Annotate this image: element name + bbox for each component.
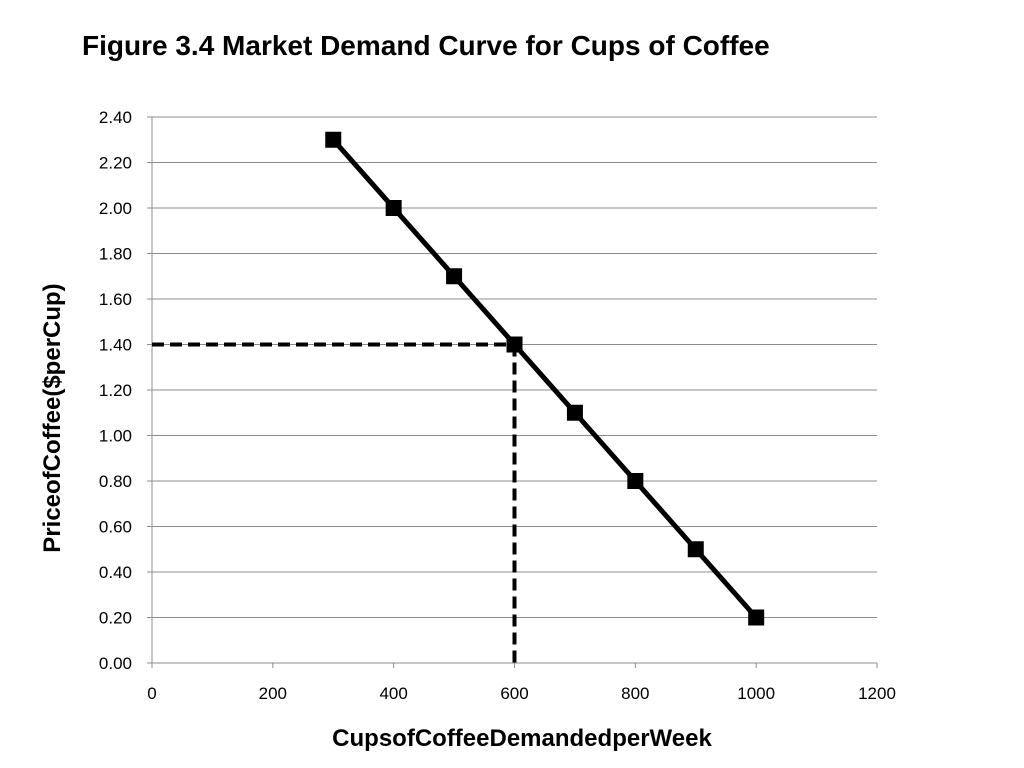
x-tick-label: 600 — [500, 684, 528, 703]
data-point-marker — [446, 268, 462, 284]
y-tick-label: 0.40 — [99, 563, 132, 582]
y-tick-label: 0.00 — [99, 654, 132, 673]
y-tick-label: 1.20 — [99, 381, 132, 400]
y-tick-label: 0.60 — [99, 518, 132, 537]
x-tick-label: 400 — [379, 684, 407, 703]
data-point-marker — [748, 610, 764, 626]
tick-labels: 0.00 0.20 0.40 0.60 0.80 1.00 1.20 1.40 1.60 1.80… — [99, 108, 896, 703]
y-tick-label: 2.00 — [99, 199, 132, 218]
data-point-marker — [567, 405, 583, 421]
x-tick-label: 200 — [259, 684, 287, 703]
y-tick-label: 1.00 — [99, 427, 132, 446]
y-tick-label: 1.60 — [99, 290, 132, 309]
y-tick-label: 0.80 — [99, 472, 132, 491]
x-tick-label: 1000 — [737, 684, 775, 703]
y-tick-label: 2.40 — [99, 108, 132, 127]
y-tick-label: 0.20 — [99, 609, 132, 628]
y-tick-label: 1.80 — [99, 245, 132, 264]
data-point-marker — [507, 337, 523, 353]
x-axis-title: CupsofCoffeeDemandedperWeek — [332, 725, 712, 752]
data-point-marker — [688, 541, 704, 557]
reference-lines — [152, 345, 515, 664]
y-axis-title: PriceofCoffee($perCup) — [39, 283, 66, 552]
series-demand — [325, 132, 764, 626]
data-point-marker — [627, 473, 643, 489]
x-tick-label: 0 — [147, 684, 156, 703]
data-point-marker — [386, 200, 402, 216]
x-tick-label: 1200 — [858, 684, 896, 703]
y-tick-label: 1.40 — [99, 336, 132, 355]
data-point-marker — [325, 132, 341, 148]
axes — [147, 117, 877, 668]
y-tick-label: 2.20 — [99, 154, 132, 173]
x-tick-label: 800 — [621, 684, 649, 703]
